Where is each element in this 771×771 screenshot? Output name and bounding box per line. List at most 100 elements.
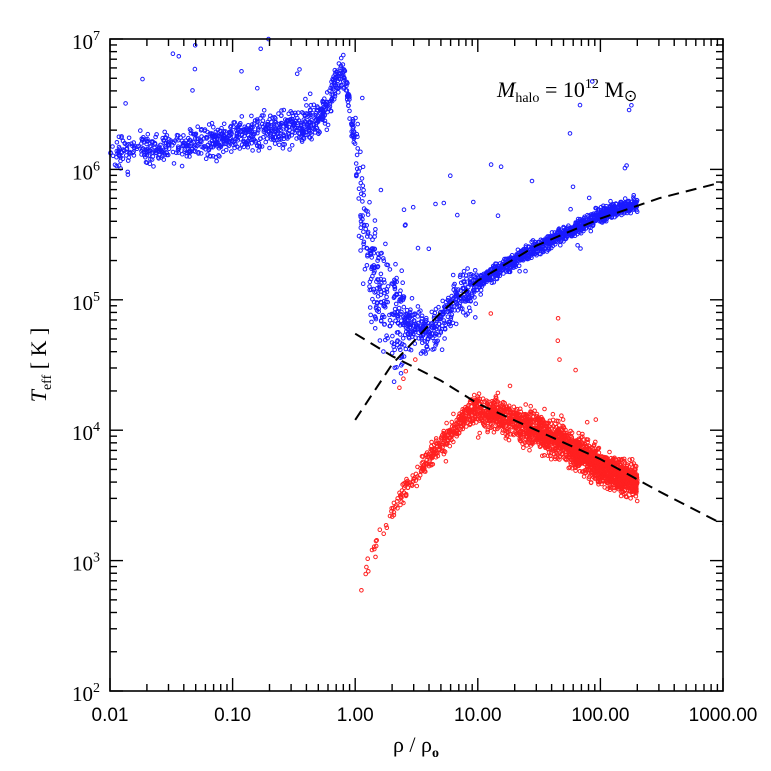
data-point xyxy=(231,139,236,144)
data-point xyxy=(384,525,390,531)
data-point xyxy=(610,482,616,488)
data-point xyxy=(577,469,583,474)
data-point xyxy=(341,52,346,58)
data-point xyxy=(288,119,293,124)
data-point xyxy=(604,209,610,215)
data-point xyxy=(528,403,534,409)
data-point xyxy=(298,134,304,140)
data-point xyxy=(217,136,222,142)
data-point xyxy=(371,544,377,550)
data-point xyxy=(540,453,545,459)
data-point xyxy=(148,157,153,162)
data-point xyxy=(110,153,116,159)
data-point xyxy=(567,454,572,460)
data-point xyxy=(365,229,371,235)
data-point xyxy=(209,138,215,144)
data-point xyxy=(273,126,279,132)
data-point xyxy=(193,142,198,148)
data-point xyxy=(510,415,516,420)
data-point xyxy=(558,438,564,444)
data-point xyxy=(566,465,572,471)
data-point xyxy=(408,347,414,353)
data-point xyxy=(373,538,379,544)
data-point xyxy=(560,423,566,429)
data-point xyxy=(175,146,181,151)
data-point xyxy=(281,132,286,138)
data-point xyxy=(427,330,432,335)
data-point xyxy=(120,156,126,161)
data-point xyxy=(619,212,624,218)
data-point xyxy=(485,429,490,435)
data-point xyxy=(495,426,500,432)
data-point xyxy=(492,408,498,414)
data-point xyxy=(441,318,447,323)
data-point xyxy=(391,379,397,385)
data-point xyxy=(631,202,637,208)
data-point xyxy=(180,140,186,146)
data-point xyxy=(433,436,439,441)
data-point xyxy=(325,122,331,128)
data-point xyxy=(573,367,578,373)
data-point xyxy=(426,246,432,252)
x-tick-label: 1000.00 xyxy=(689,705,758,726)
data-point xyxy=(631,195,636,200)
data-point xyxy=(574,441,580,446)
data-point xyxy=(380,312,386,318)
data-point xyxy=(613,457,618,462)
data-point xyxy=(612,470,618,476)
data-point xyxy=(481,423,487,428)
data-point xyxy=(607,209,613,214)
data-point xyxy=(466,284,471,290)
data-point xyxy=(491,264,497,270)
data-point xyxy=(561,239,566,244)
data-point xyxy=(473,301,479,307)
data-point xyxy=(598,464,603,469)
data-point xyxy=(517,423,523,429)
data-point xyxy=(381,258,387,264)
data-point xyxy=(387,323,393,329)
data-point xyxy=(578,246,583,251)
data-point xyxy=(447,308,453,314)
data-point xyxy=(176,54,182,59)
data-point xyxy=(377,284,382,290)
data-point xyxy=(324,127,330,133)
data-point xyxy=(550,411,556,417)
data-point xyxy=(431,446,437,451)
data-point xyxy=(382,303,388,309)
data-point xyxy=(418,351,424,356)
data-point xyxy=(523,245,529,250)
data-point xyxy=(451,411,456,417)
data-point xyxy=(325,99,330,105)
data-point xyxy=(556,418,561,424)
data-point xyxy=(461,268,467,274)
data-point xyxy=(458,414,464,420)
data-point xyxy=(397,345,402,350)
data-point xyxy=(401,354,407,359)
data-point xyxy=(622,165,628,171)
data-point xyxy=(596,450,602,456)
data-point xyxy=(488,162,494,167)
data-point xyxy=(468,277,473,282)
data-point xyxy=(541,442,547,448)
data-point xyxy=(179,163,185,169)
data-point xyxy=(566,432,571,437)
data-point xyxy=(149,150,155,155)
data-point xyxy=(433,201,438,207)
data-point xyxy=(392,277,397,283)
data-point xyxy=(626,209,632,214)
data-point xyxy=(631,483,637,489)
cold-branch-fit xyxy=(354,332,724,526)
data-point xyxy=(479,284,485,289)
data-point xyxy=(470,287,476,293)
data-point xyxy=(365,556,371,562)
data-point xyxy=(239,69,244,74)
data-point xyxy=(369,255,375,260)
data-point xyxy=(537,434,543,440)
data-point xyxy=(463,282,468,287)
data-point xyxy=(341,84,347,90)
data-point xyxy=(431,346,437,352)
data-point xyxy=(360,213,365,218)
data-point xyxy=(370,237,375,242)
data-point xyxy=(402,223,408,228)
